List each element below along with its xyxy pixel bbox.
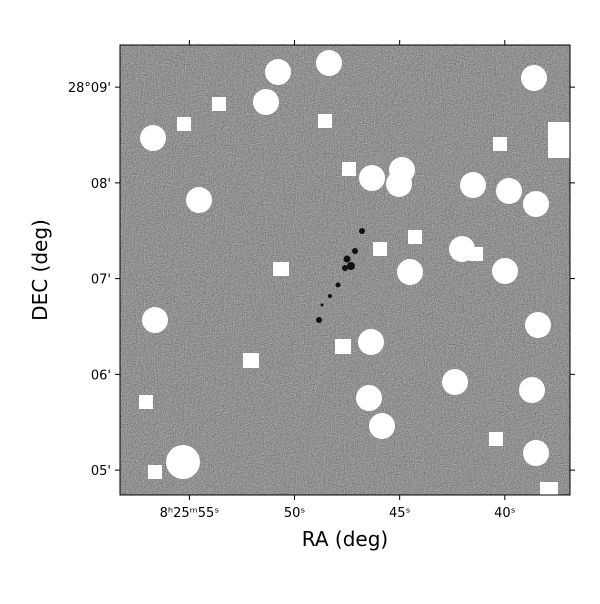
y-tick-label: 28°09' xyxy=(68,81,111,96)
plot-frame xyxy=(119,44,571,496)
y-tick-label: 07' xyxy=(91,273,111,288)
x-tick-label: 8ʰ25ᵐ55ˢ xyxy=(160,506,220,521)
masks xyxy=(139,50,570,495)
sky-image xyxy=(120,45,570,495)
y-tick-label: 06' xyxy=(91,368,111,383)
y-tick-label: 05' xyxy=(91,464,111,479)
y-tick-label: 08' xyxy=(91,177,111,192)
y-axis-label: DEC (deg) xyxy=(28,219,52,321)
x-tick-label: 40ˢ xyxy=(494,506,516,521)
x-tick-label: 45ˢ xyxy=(389,506,411,521)
galaxy xyxy=(316,228,365,323)
x-tick-label: 50ˢ xyxy=(284,506,306,521)
x-axis-label: RA (deg) xyxy=(302,527,388,551)
